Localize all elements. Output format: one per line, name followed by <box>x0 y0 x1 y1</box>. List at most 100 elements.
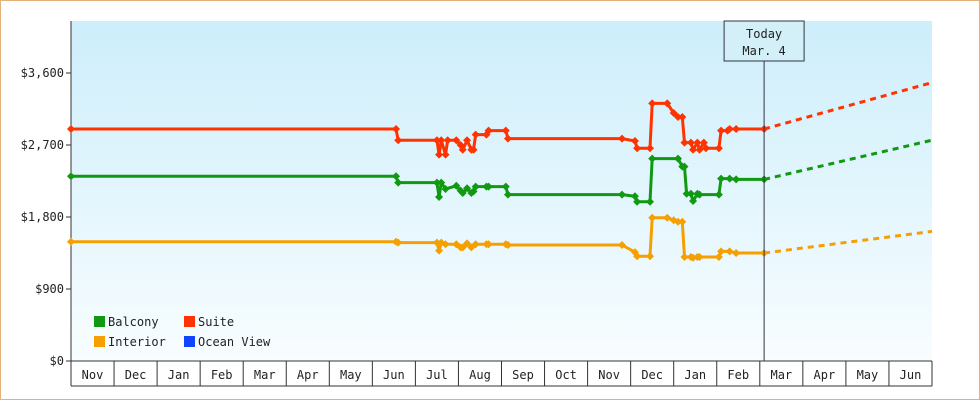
data-point <box>463 239 472 248</box>
data-point <box>725 247 734 256</box>
data-point <box>725 174 734 183</box>
data-point <box>618 134 627 143</box>
data-point <box>693 138 702 147</box>
data-point <box>432 178 441 187</box>
data-point <box>437 136 446 145</box>
x-tick-label: Jul <box>426 368 448 382</box>
data-point <box>646 197 655 206</box>
data-point <box>633 144 642 153</box>
data-point <box>714 144 723 153</box>
x-tick-label: Feb <box>727 368 749 382</box>
data-point <box>394 238 403 247</box>
data-point <box>686 189 695 198</box>
y-axis: $0 $900 $1,800 $2,700 $3,600 <box>21 21 72 386</box>
x-tick-label: Apr <box>297 368 319 382</box>
data-point <box>67 125 75 133</box>
legend-label: Interior <box>108 335 166 349</box>
data-point <box>663 213 672 222</box>
data-point <box>732 249 741 257</box>
y-tick-label: $1,800 <box>21 210 64 224</box>
data-point <box>680 138 689 147</box>
data-point <box>701 144 710 153</box>
data-point <box>732 125 741 133</box>
x-tick-label: May <box>340 368 362 382</box>
legend-label: Balcony <box>108 315 159 329</box>
x-tick-label: Dec <box>641 368 663 382</box>
series-interior <box>67 213 933 262</box>
data-point <box>503 241 512 249</box>
data-point <box>469 145 478 154</box>
data-point <box>443 136 452 145</box>
data-point <box>435 150 444 159</box>
data-point <box>689 197 698 205</box>
month-grid <box>70 361 933 386</box>
data-point <box>648 213 657 222</box>
data-point <box>686 138 695 147</box>
series-layer <box>67 81 933 262</box>
data-point <box>394 178 403 187</box>
x-tick-label: Jun <box>383 368 405 382</box>
data-point <box>630 137 639 145</box>
x-tick-label: Dec <box>125 368 147 382</box>
data-point <box>484 240 493 249</box>
today-marker: Today Mar. 4 <box>723 20 805 361</box>
data-point <box>618 190 627 199</box>
data-point <box>725 125 734 133</box>
data-point <box>394 136 403 145</box>
data-point <box>452 136 461 145</box>
x-axis: Nov Dec Jan Feb Mar Apr May Jun Jul Aug Sep Oct Nov D… <box>71 360 932 387</box>
data-point <box>458 243 467 252</box>
data-point <box>432 136 441 145</box>
forecast-line <box>763 81 933 131</box>
data-point <box>646 144 655 153</box>
x-tick-label: Nov <box>82 368 104 382</box>
data-point <box>674 217 683 226</box>
data-point <box>441 185 450 193</box>
data-point <box>484 126 493 135</box>
data-point <box>463 136 472 145</box>
data-point <box>618 241 627 249</box>
data-point <box>689 145 698 154</box>
data-point <box>648 154 657 163</box>
x-tick-label: Jan <box>684 368 706 382</box>
data-point <box>682 189 691 198</box>
data-point <box>484 182 493 191</box>
data-point <box>674 113 683 121</box>
x-tick-label: Jun <box>900 368 922 382</box>
data-point <box>717 126 726 135</box>
data-point <box>678 217 687 226</box>
data-point <box>437 178 446 187</box>
x-tick-label: May <box>857 368 879 382</box>
data-point <box>501 126 510 135</box>
data-point <box>458 145 467 154</box>
data-point <box>678 113 687 121</box>
today-box <box>723 20 805 62</box>
data-point <box>714 190 723 199</box>
x-tick-label: Mar <box>770 368 792 382</box>
x-tick-label: Apr <box>814 368 836 382</box>
x-tick-label: Nov <box>598 368 620 382</box>
data-point <box>663 99 672 108</box>
data-point <box>441 150 450 159</box>
x-tick-label: Aug <box>469 368 491 382</box>
data-point <box>441 240 450 249</box>
data-point <box>633 252 642 261</box>
data-point <box>458 189 467 197</box>
x-tick-label: Sep <box>512 368 534 382</box>
today-label: Today <box>746 27 782 41</box>
data-point <box>648 99 657 108</box>
plot-area <box>71 21 932 361</box>
data-point <box>435 193 444 201</box>
y-tick-label: $900 <box>35 282 64 296</box>
legend-label: Ocean View <box>198 335 271 349</box>
data-point <box>432 238 441 247</box>
data-point <box>471 240 480 249</box>
data-point <box>503 134 512 143</box>
data-point <box>717 247 726 256</box>
legend-swatch <box>94 336 105 347</box>
data-point <box>435 246 444 255</box>
data-point <box>646 252 655 261</box>
y-tick-label: $3,600 <box>21 66 64 80</box>
